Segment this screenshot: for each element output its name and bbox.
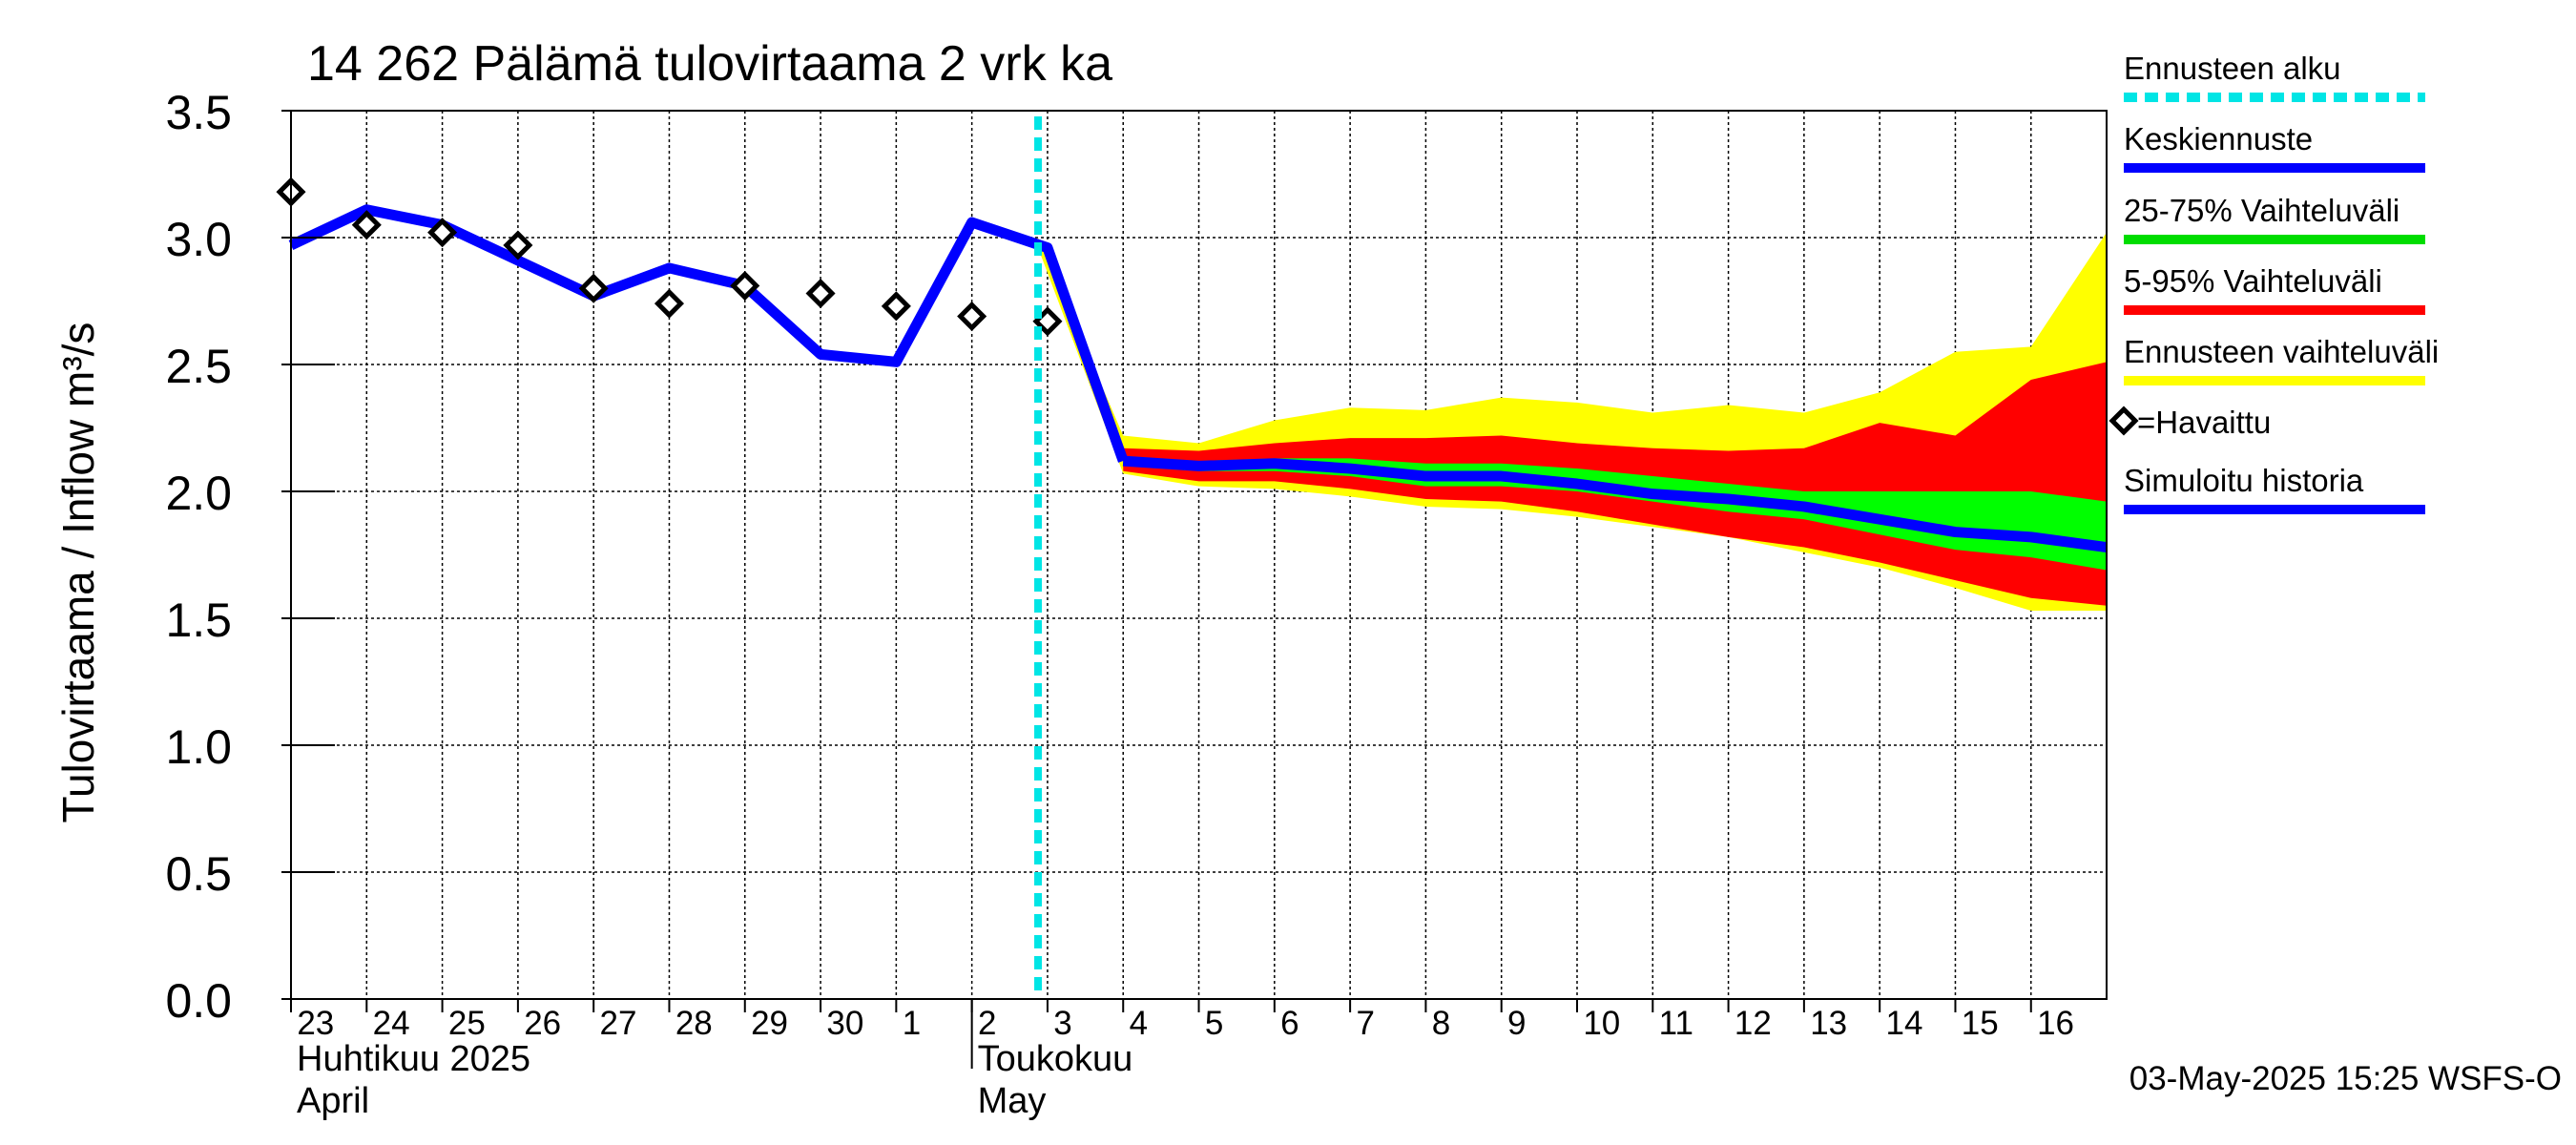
x-tick-label: 2 xyxy=(978,1005,996,1042)
observed-point xyxy=(578,273,609,303)
x-tick-label: 30 xyxy=(826,1005,863,1042)
x-tick-label: 3 xyxy=(1053,1005,1071,1042)
legend: Ennusteen alku Keskiennuste 25-75% Vaihtel… xyxy=(2109,51,2439,514)
observed-point xyxy=(805,278,836,309)
x-tick-label: 23 xyxy=(297,1005,334,1042)
y-axis-label: Tulovirtaama / Inflow m³/s xyxy=(53,323,103,823)
y-tick-label: 3.0 xyxy=(165,213,232,266)
legend-label: Keskiennuste xyxy=(2124,121,2313,156)
x-tick-label: 9 xyxy=(1507,1005,1526,1042)
y-tick-label: 1.5 xyxy=(165,593,232,647)
month-label-fi: Toukokuu xyxy=(978,1039,1133,1079)
x-tick-label: 4 xyxy=(1130,1005,1148,1042)
x-tick-label: 6 xyxy=(1280,1005,1298,1042)
x-tick-label: 14 xyxy=(1886,1005,1923,1042)
data-layer xyxy=(276,116,2108,999)
x-tick-label: 8 xyxy=(1432,1005,1450,1042)
observed-point xyxy=(730,271,760,302)
y-tick-label: 2.5 xyxy=(165,340,232,393)
y-tick-label: 2.0 xyxy=(165,467,232,520)
x-tick-label: 25 xyxy=(448,1005,486,1042)
observed-point xyxy=(957,301,987,331)
line-simuloitu-historia xyxy=(288,204,1129,463)
x-tick-label: 12 xyxy=(1735,1005,1772,1042)
x-tick-label: 11 xyxy=(1659,1005,1693,1042)
footer-timestamp: 03-May-2025 15:25 WSFS-O xyxy=(2129,1060,2562,1097)
x-tick-label: 24 xyxy=(373,1005,410,1042)
legend-label: 5-95% Vaihteluväli xyxy=(2124,263,2382,299)
observed-point xyxy=(654,288,685,319)
observed-point xyxy=(881,291,911,322)
x-tick-label: 29 xyxy=(751,1005,788,1042)
observed-point xyxy=(351,210,382,240)
x-tick-label: 15 xyxy=(1962,1005,1999,1042)
month-label-en: April xyxy=(297,1081,369,1121)
line-keskiennuste xyxy=(1122,455,2108,552)
month-label-fi: Huhtikuu 2025 xyxy=(297,1039,530,1079)
legend-label: Ennusteen alku xyxy=(2124,51,2341,86)
observed-point xyxy=(503,230,533,260)
x-tick-label: 13 xyxy=(1810,1005,1847,1042)
x-tick-label: 16 xyxy=(2037,1005,2074,1042)
axes-layer: 0.00.51.01.52.02.53.03.523 24 25 26 27 28 29 30… xyxy=(165,86,2074,1121)
y-tick-label: 1.0 xyxy=(165,720,232,774)
x-tick-label: 1 xyxy=(903,1005,921,1042)
x-tick-label: 27 xyxy=(600,1005,637,1042)
observed-point xyxy=(427,218,458,248)
month-label-en: May xyxy=(978,1081,1047,1121)
x-tick-label: 28 xyxy=(675,1005,713,1042)
chart-title: 14 262 Pälämä tulovirtaama 2 vrk ka xyxy=(307,36,1112,92)
x-tick-label: 5 xyxy=(1205,1005,1223,1042)
legend-label: Ennusteen vaihteluväli xyxy=(2124,334,2439,369)
y-tick-label: 3.5 xyxy=(165,86,232,139)
x-tick-label: 10 xyxy=(1583,1005,1620,1042)
x-tick-label: 7 xyxy=(1356,1005,1374,1042)
x-tick-label: 26 xyxy=(524,1005,561,1042)
y-tick-label: 0.5 xyxy=(165,847,232,901)
legend-marker xyxy=(2109,406,2139,436)
legend-label: Simuloitu historia xyxy=(2124,463,2364,498)
legend-label: =Havaittu xyxy=(2137,405,2271,440)
legend-label: 25-75% Vaihteluväli xyxy=(2124,193,2399,228)
y-tick-label: 0.0 xyxy=(165,974,232,1028)
